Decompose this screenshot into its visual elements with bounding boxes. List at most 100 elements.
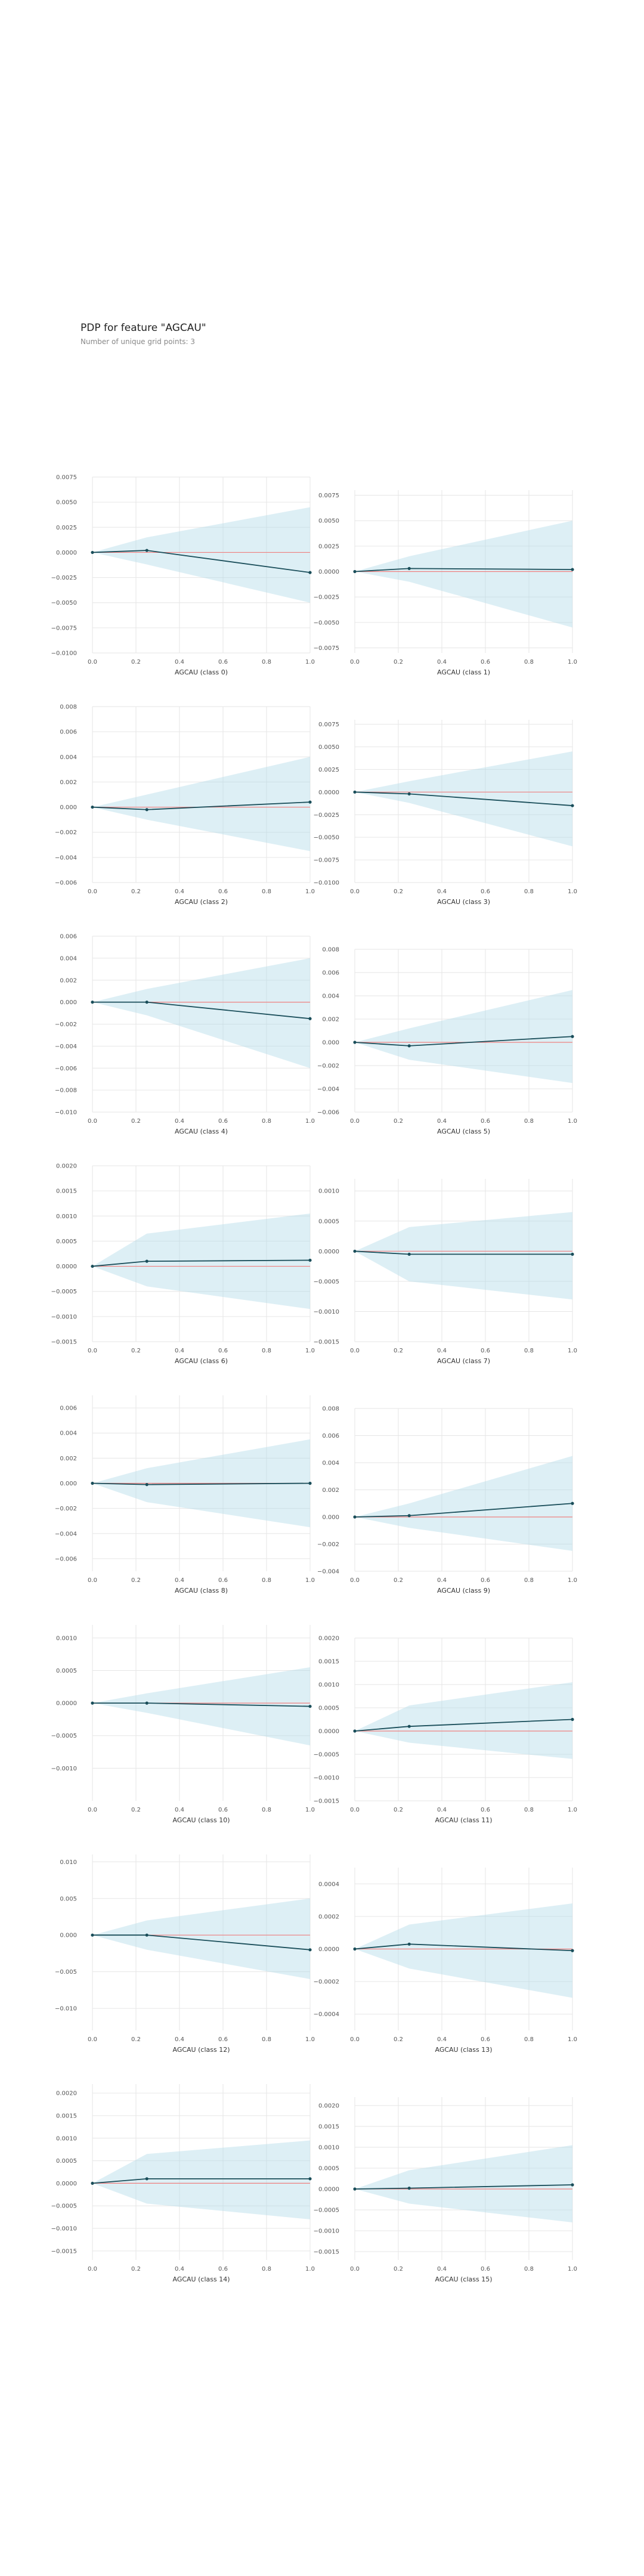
pdp-point	[353, 1515, 357, 1519]
x-tick-label: 0.8	[524, 2036, 534, 2043]
y-tick-label: −0.0010	[51, 1314, 77, 1320]
y-tick-label: 0.006	[60, 729, 77, 736]
figure-subtitle: Number of unique grid points: 3	[80, 338, 196, 346]
pdp-point	[308, 1704, 312, 1708]
x-tick-label: 0.8	[262, 1118, 271, 1125]
y-tick-label: −0.0005	[51, 2203, 77, 2210]
x-axis-label: AGCAU (class 9)	[437, 1587, 490, 1594]
y-tick-label: −0.004	[55, 1531, 77, 1537]
pdp-point	[308, 571, 312, 574]
y-tick-label: −0.0005	[314, 1752, 339, 1758]
x-tick-label: 0.4	[175, 1348, 184, 1354]
x-tick-label: 0.0	[88, 2266, 97, 2272]
x-tick-label: 0.6	[481, 1807, 490, 1813]
pdp-point	[145, 808, 148, 812]
x-tick-label: 0.8	[262, 2266, 271, 2272]
x-axis-label: AGCAU (class 14)	[173, 2275, 230, 2283]
x-tick-label: 1.0	[568, 2266, 577, 2272]
x-tick-label: 0.4	[437, 1118, 447, 1125]
y-tick-label: −0.0100	[51, 651, 77, 657]
x-tick-label: 0.6	[481, 2036, 490, 2043]
pdp-panel-8: 0.0 0.2 0.4 0.6 0.8 1.0 −0.006 −0.004 −0.002 0.00…	[55, 1395, 315, 1594]
figure-header: PDP for feature "AGCAU" Number of unique…	[80, 322, 206, 346]
x-tick-label: 0.8	[262, 888, 271, 895]
x-tick-label: 0.8	[262, 1807, 271, 1813]
pdp-point	[407, 1724, 411, 1728]
x-tick-label: 0.0	[88, 2036, 97, 2043]
y-tick-label: 0.004	[60, 955, 77, 962]
y-tick-label: −0.0075	[314, 857, 339, 864]
pdp-point	[571, 804, 574, 807]
pdp-panel-6: 0.0 0.2 0.4 0.6 0.8 1.0 −0.0015 −0.0010 −0.0005 0…	[51, 1163, 315, 1366]
y-tick-label: −0.0010	[51, 1766, 77, 1772]
y-tick-label: −0.0005	[314, 1278, 339, 1285]
y-tick-label: −0.004	[55, 854, 77, 861]
y-tick-label: −0.0100	[314, 880, 339, 887]
y-tick-label: 0.0000	[318, 2187, 339, 2193]
y-tick-label: 0.0015	[56, 1188, 77, 1195]
confidence-band	[355, 521, 572, 628]
x-axis-label: AGCAU (class 6)	[175, 1357, 228, 1365]
y-tick-label: −0.0002	[314, 1979, 339, 1986]
y-tick-label: 0.0025	[318, 543, 339, 550]
pdp-point	[571, 1252, 574, 1256]
y-tick-label: −0.0010	[51, 2226, 77, 2233]
pdp-panel-12: 0.0 0.2 0.4 0.6 0.8 1.0 −0.010 −0.005 0.000 0.005…	[55, 1854, 315, 2054]
y-tick-label: 0.0015	[318, 2124, 339, 2131]
confidence-band	[355, 1682, 572, 1759]
y-tick-label: −0.0010	[314, 1775, 339, 1782]
x-tick-label: 0.0	[88, 1348, 97, 1354]
pdp-point	[571, 1949, 574, 1952]
x-tick-label: 0.6	[481, 1348, 490, 1354]
x-axis-label: AGCAU (class 10)	[173, 1816, 230, 1824]
x-tick-label: 1.0	[568, 1807, 577, 1813]
confidence-band	[355, 1212, 572, 1300]
x-tick-label: 0.0	[88, 1577, 97, 1584]
y-tick-label: 0.0004	[318, 1881, 339, 1888]
pdp-panel-3: 0.0 0.2 0.4 0.6 0.8 1.0 −0.0100 −0.0075 −0.0050 −…	[314, 720, 577, 906]
figure-title: PDP for feature "AGCAU"	[80, 322, 206, 334]
x-tick-label: 0.2	[131, 2266, 141, 2272]
pdp-point	[407, 1044, 411, 1048]
x-axis-label: AGCAU (class 8)	[175, 1587, 228, 1594]
x-tick-label: 0.8	[524, 1807, 534, 1813]
pdp-point	[91, 1001, 94, 1004]
x-tick-label: 0.4	[175, 1577, 184, 1584]
y-tick-label: 0.0005	[56, 1668, 77, 1674]
y-tick-label: −0.0010	[314, 2228, 339, 2235]
x-axis-label: AGCAU (class 5)	[437, 1128, 490, 1135]
pdp-point	[308, 2177, 312, 2181]
y-tick-label: 0.006	[60, 1405, 77, 1412]
pdp-point	[353, 1041, 357, 1044]
pdp-panel-13: 0.0 0.2 0.4 0.6 0.8 1.0 −0.0004 −0.0002 0.0000 0.…	[314, 1868, 577, 2054]
x-tick-label: 0.0	[350, 1348, 360, 1354]
x-axis-label: AGCAU (class 15)	[435, 2275, 493, 2283]
y-tick-label: −0.006	[55, 880, 77, 887]
y-tick-label: −0.0015	[314, 1798, 339, 1805]
confidence-band	[92, 958, 310, 1069]
x-tick-label: 0.6	[481, 1577, 490, 1584]
pdp-point	[407, 1942, 411, 1946]
pdp-point	[407, 1252, 411, 1256]
x-tick-label: 0.2	[131, 1348, 141, 1354]
y-tick-label: 0.0010	[56, 1635, 77, 1642]
pdp-point	[145, 549, 148, 552]
x-tick-label: 1.0	[305, 1348, 315, 1354]
confidence-band	[355, 751, 572, 847]
y-tick-label: −0.0050	[314, 620, 339, 626]
y-tick-label: −0.0025	[314, 812, 339, 819]
x-tick-label: 0.8	[524, 1118, 534, 1125]
y-tick-label: 0.006	[60, 934, 77, 940]
y-tick-label: 0.000	[60, 999, 77, 1006]
y-tick-label: 0.005	[60, 1896, 77, 1902]
y-tick-label: 0.0015	[56, 2113, 77, 2119]
x-tick-label: 0.6	[218, 659, 228, 665]
pdp-panel-4: 0.0 0.2 0.4 0.6 0.8 1.0 −0.010 −0.008 −0.006 −0.0…	[55, 934, 315, 1136]
x-tick-label: 0.4	[437, 2036, 447, 2043]
y-tick-label: −0.010	[55, 1110, 77, 1116]
x-tick-label: 0.2	[131, 1807, 141, 1813]
x-tick-label: 0.4	[175, 888, 184, 895]
x-tick-label: 1.0	[568, 2036, 577, 2043]
y-tick-label: −0.002	[55, 1021, 77, 1028]
pdp-panel-5: 0.0 0.2 0.4 0.6 0.8 1.0 −0.006 −0.004 −0.002 0.00…	[317, 947, 577, 1136]
